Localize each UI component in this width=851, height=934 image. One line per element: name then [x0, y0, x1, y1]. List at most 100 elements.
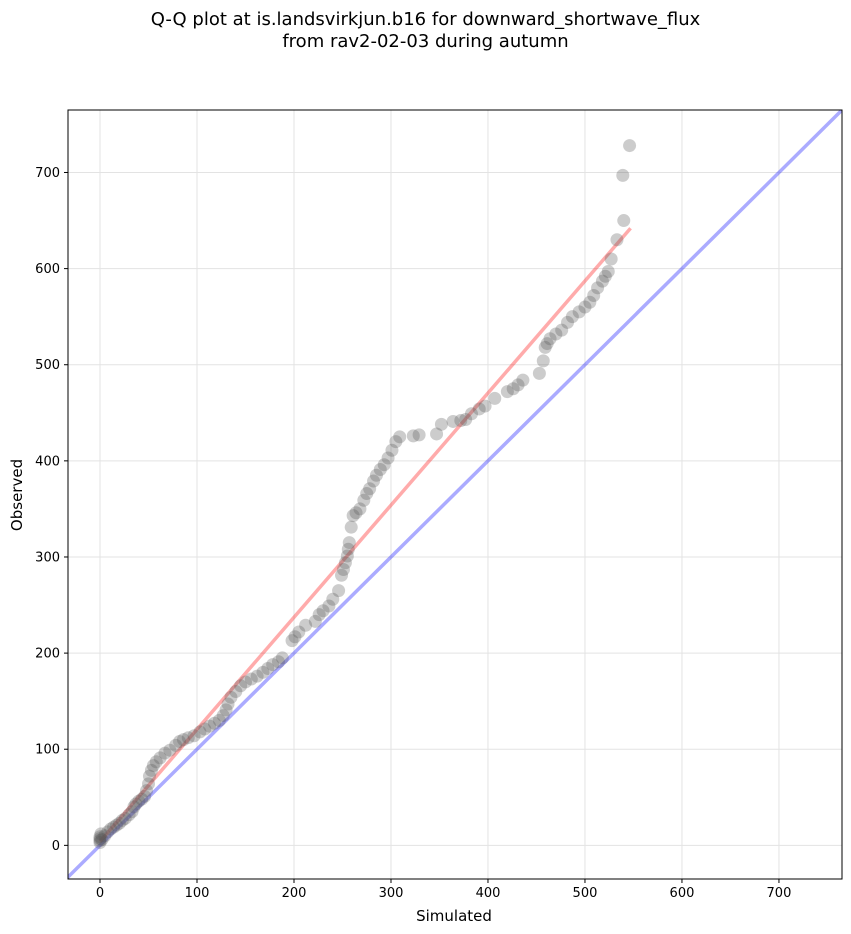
data-point: [94, 827, 108, 841]
data-point: [595, 274, 609, 288]
data-point: [224, 690, 238, 704]
y-tick-label: 700: [35, 166, 60, 181]
x-tick-label: 400: [476, 886, 501, 901]
data-point: [488, 391, 502, 405]
data-point: [207, 716, 221, 730]
data-point: [271, 655, 285, 669]
data-point: [93, 835, 107, 849]
plot-frame: [67, 109, 843, 880]
x-tick-label: 700: [767, 886, 792, 901]
data-point: [229, 685, 243, 699]
x-tick-label: 500: [573, 886, 598, 901]
data-point: [434, 417, 448, 431]
data-point: [360, 487, 374, 501]
lines-layer: [68, 110, 842, 879]
data-point: [132, 794, 146, 808]
data-point: [144, 763, 158, 777]
y-tick-label: 200: [35, 647, 60, 662]
data-point: [381, 451, 395, 465]
data-point: [406, 429, 420, 443]
data-point: [598, 269, 612, 283]
data-point: [101, 825, 115, 839]
data-point: [393, 430, 407, 444]
data-point: [261, 661, 275, 675]
y-tick-label: 600: [35, 262, 60, 277]
chart-title-line1: Q-Q plot at is.landsvirkjun.b16 for down…: [150, 9, 701, 30]
data-point: [112, 816, 126, 830]
data-point: [122, 808, 136, 822]
data-point: [565, 310, 579, 324]
data-point: [459, 413, 473, 427]
data-point: [349, 506, 363, 520]
data-point: [472, 402, 486, 416]
data-point: [357, 493, 371, 507]
data-point: [373, 463, 387, 477]
data-point: [176, 733, 190, 747]
data-point: [506, 382, 520, 396]
data-point: [153, 751, 167, 765]
data-point: [181, 731, 195, 745]
data-point: [478, 399, 492, 413]
y-tick-label: 0: [52, 839, 60, 854]
data-point: [221, 697, 235, 711]
data-point: [454, 413, 468, 427]
data-point: [623, 139, 637, 153]
data-point: [93, 832, 107, 846]
data-point: [115, 813, 129, 827]
data-point: [353, 502, 367, 516]
data-point: [234, 679, 248, 693]
data-point: [538, 340, 552, 354]
x-axis-label: Simulated: [416, 907, 492, 925]
data-point: [275, 651, 289, 665]
data-point: [583, 295, 597, 309]
data-point: [412, 428, 426, 442]
y-tick-label: 500: [35, 358, 60, 373]
data-point: [173, 735, 187, 749]
data-point: [385, 443, 399, 457]
grid-lines: [68, 110, 842, 879]
y-axis-ticks: 0 100 200 300 400 500 600 700: [35, 166, 68, 854]
data-point: [256, 665, 270, 679]
data-point: [536, 354, 550, 368]
x-axis-ticks: 0 100 200 300 400 500 600 700: [96, 879, 792, 901]
data-point: [93, 830, 107, 844]
data-point: [464, 407, 478, 421]
data-point: [238, 675, 252, 689]
data-point: [146, 759, 160, 773]
data-point: [203, 719, 217, 733]
data-point: [367, 474, 381, 488]
data-point: [212, 713, 226, 727]
data-point: [561, 315, 575, 329]
x-tick-label: 200: [282, 886, 307, 901]
data-point: [149, 755, 163, 769]
data-point: [285, 634, 299, 648]
data-point: [616, 168, 630, 182]
data-point: [341, 542, 355, 556]
data-point: [332, 584, 346, 598]
data-point: [142, 777, 156, 791]
data-point: [342, 536, 356, 550]
data-point: [617, 214, 631, 228]
data-point: [142, 769, 156, 783]
data-point: [336, 562, 350, 576]
data-point: [587, 289, 601, 303]
data-point: [335, 568, 349, 582]
points-layer: [93, 139, 637, 849]
data-point: [610, 233, 624, 247]
data-point: [104, 822, 118, 836]
data-point: [346, 509, 360, 523]
data-point: [549, 327, 563, 341]
data-point: [572, 305, 586, 319]
fit-line: [98, 227, 632, 843]
data-point: [266, 658, 280, 672]
data-point: [135, 792, 149, 806]
data-point: [219, 703, 233, 717]
data-point: [292, 625, 306, 639]
data-point: [604, 252, 618, 266]
data-point: [127, 800, 141, 814]
data-point: [363, 482, 377, 496]
data-point: [377, 458, 391, 472]
reference-line: [68, 110, 842, 879]
data-point: [591, 281, 605, 295]
